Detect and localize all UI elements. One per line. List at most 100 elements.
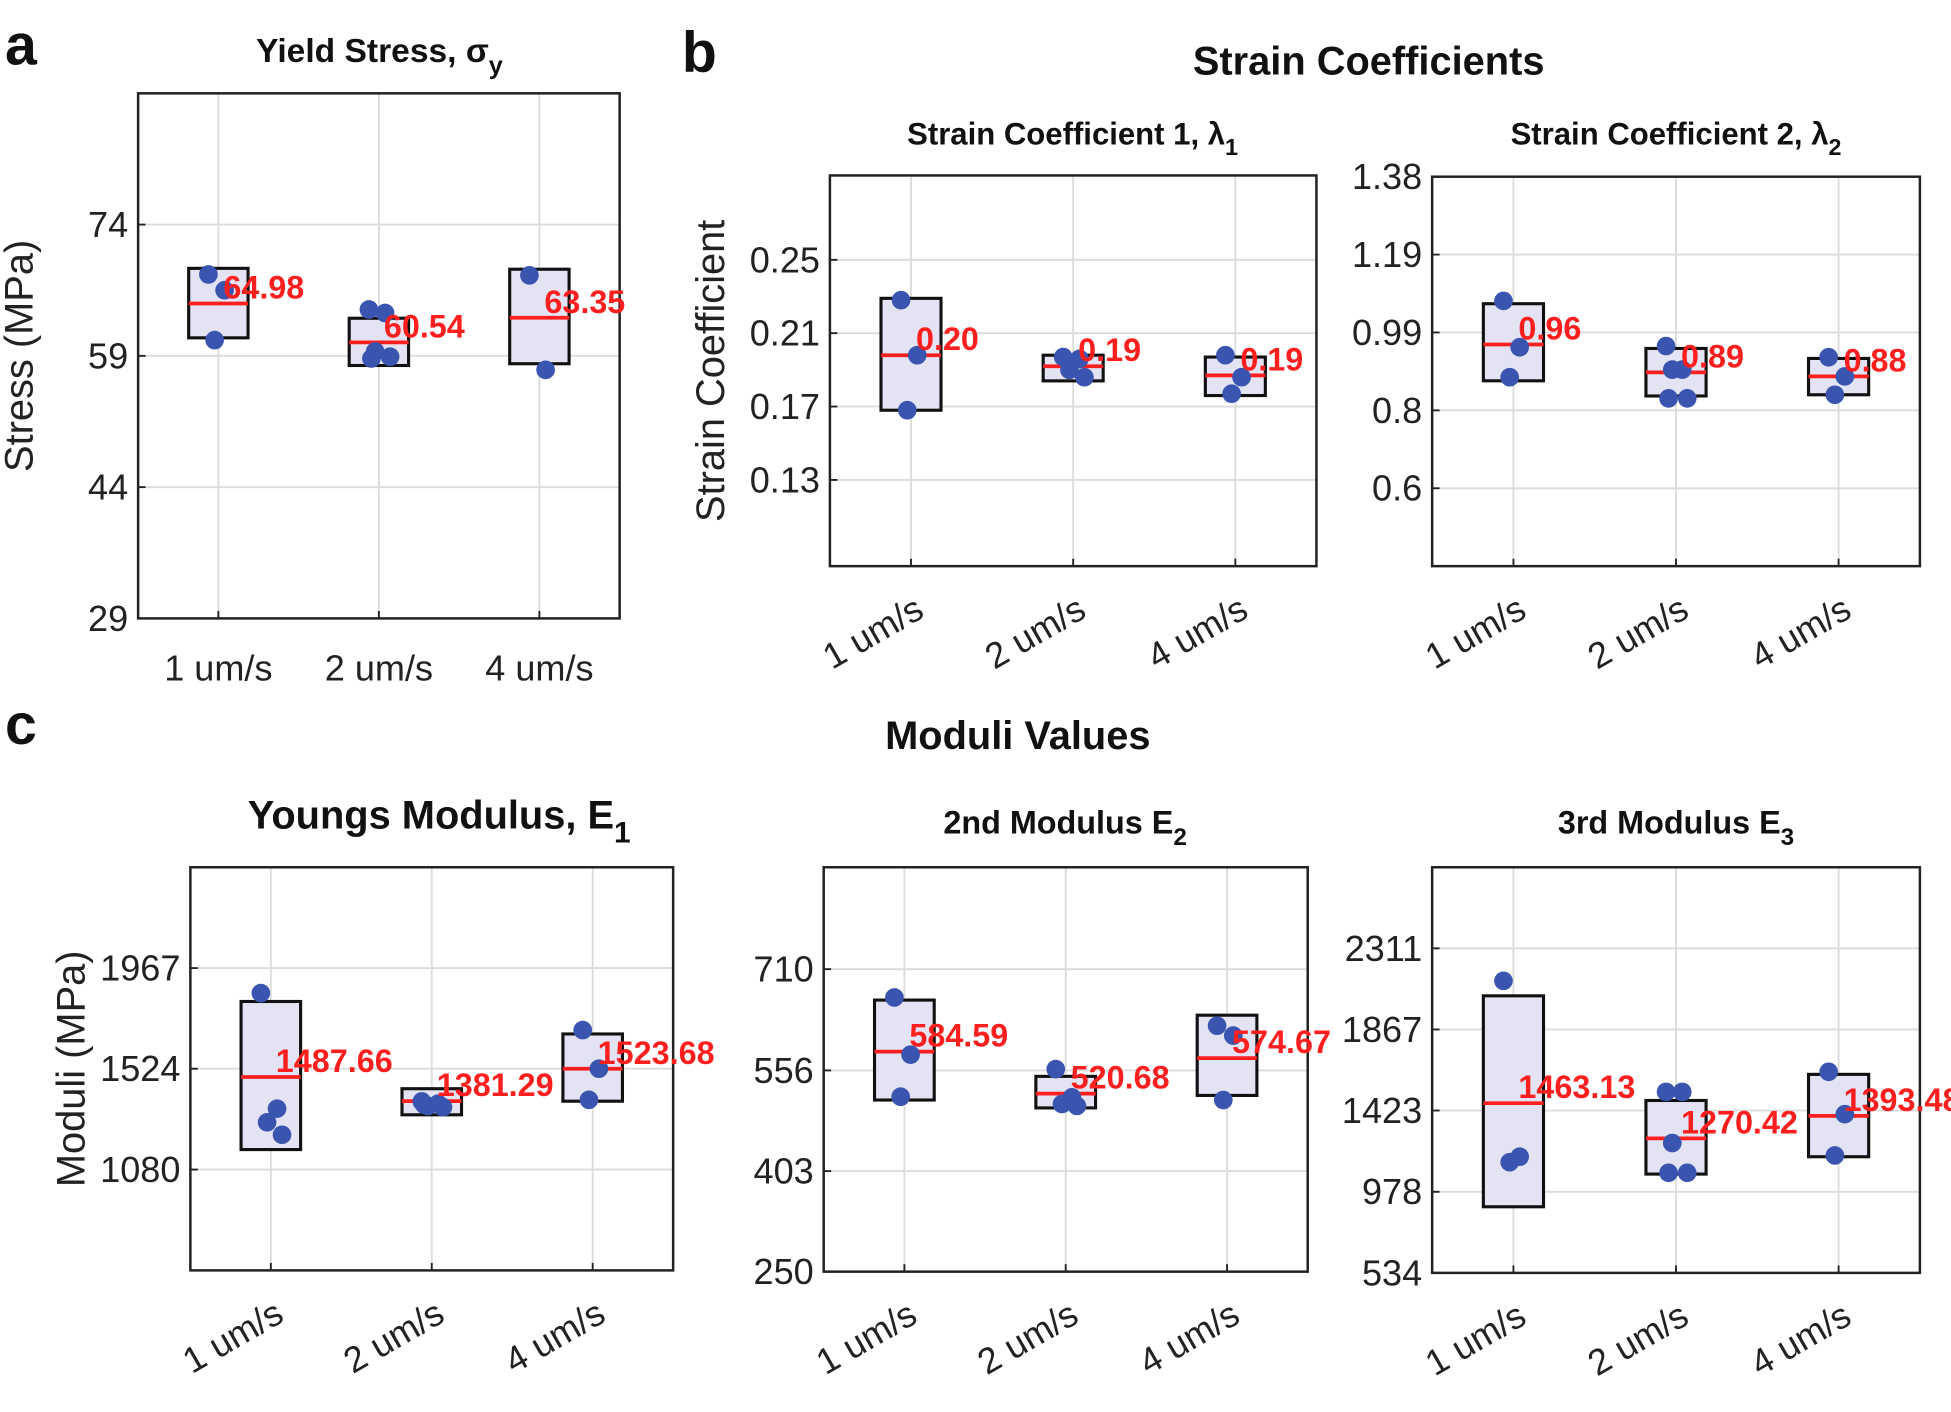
data-point bbox=[1075, 367, 1094, 387]
group-title: Moduli Values bbox=[885, 714, 1150, 758]
chart-title-subscript: 3 bbox=[1781, 824, 1795, 851]
x-tick-label: 1 um/s bbox=[1418, 587, 1532, 677]
y-tick-label: 534 bbox=[1362, 1252, 1422, 1293]
y-tick-label: 978 bbox=[1362, 1171, 1422, 1212]
x-tick-label: 2 um/s bbox=[325, 648, 433, 689]
x-tick-label: 1 um/s bbox=[809, 1293, 923, 1383]
axes-frame bbox=[828, 174, 1318, 568]
y-axis-label: Strain Coefficient bbox=[689, 220, 733, 522]
data-point bbox=[251, 983, 271, 1003]
data-point bbox=[1060, 360, 1079, 380]
data-point bbox=[1835, 1104, 1855, 1124]
x-tick-label: 4 um/s bbox=[1132, 1293, 1246, 1383]
data-point bbox=[885, 988, 904, 1007]
data-point bbox=[433, 1097, 453, 1117]
mean-label: 63.35 bbox=[544, 284, 625, 320]
range-box bbox=[1481, 994, 1546, 1209]
mean-label: 0.19 bbox=[1240, 341, 1303, 377]
chart-title: 2nd Modulus E2 bbox=[943, 805, 1187, 851]
data-point bbox=[1494, 291, 1513, 311]
data-point bbox=[205, 330, 224, 350]
y-tick-label: 0.99 bbox=[1352, 312, 1422, 353]
y-tick-label: 0.6 bbox=[1372, 468, 1422, 509]
x-tick-label: 1 um/s bbox=[816, 587, 930, 677]
chart-title-text: Youngs Modulus, E bbox=[248, 794, 614, 838]
data-point bbox=[891, 290, 911, 310]
data-point bbox=[199, 265, 218, 284]
data-point bbox=[1677, 389, 1697, 408]
data-point bbox=[267, 1099, 287, 1119]
mean-label: 0.89 bbox=[1681, 338, 1744, 374]
axes-frame bbox=[1430, 175, 1922, 568]
data-point bbox=[1662, 1133, 1682, 1153]
data-point bbox=[380, 347, 400, 367]
data-point bbox=[1819, 347, 1838, 367]
data-point bbox=[1213, 1090, 1233, 1110]
axes-frame bbox=[136, 92, 621, 620]
y-tick-label: 2311 bbox=[1345, 928, 1423, 969]
chart-title: Strain Coefficient 1, λ1 bbox=[907, 116, 1238, 160]
data-point bbox=[901, 1045, 920, 1064]
data-point bbox=[897, 400, 917, 420]
chart-title-text: 2nd Modulus E bbox=[943, 805, 1173, 841]
x-tick-label: 4 um/s bbox=[485, 648, 593, 689]
y-tick-label: 1967 bbox=[100, 948, 180, 989]
data-point bbox=[1052, 1094, 1072, 1114]
y-axis-label: Moduli (MPa) bbox=[50, 951, 94, 1188]
data-point bbox=[1500, 1152, 1520, 1172]
panel-letter: b bbox=[682, 21, 717, 85]
chart-title-text: Strain Coefficient 2, λ bbox=[1511, 116, 1829, 151]
x-tick-label: 2 um/s bbox=[336, 1292, 450, 1382]
chart-title-subscript: 2 bbox=[1173, 824, 1187, 851]
mean-label: 1523.68 bbox=[598, 1035, 715, 1071]
y-tick-label: 1.38 bbox=[1352, 156, 1422, 197]
y-tick-label: 1423 bbox=[1342, 1090, 1422, 1131]
x-tick-label: 4 um/s bbox=[1743, 587, 1857, 677]
x-tick-label: 4 um/s bbox=[497, 1292, 611, 1382]
data-point bbox=[1232, 367, 1251, 387]
chart-title: Strain Coefficient 2, λ2 bbox=[1511, 116, 1842, 160]
y-tick-label: 1524 bbox=[100, 1048, 180, 1089]
data-point bbox=[1656, 336, 1676, 356]
mean-label: 1393.48 bbox=[1844, 1082, 1951, 1118]
data-point bbox=[1216, 345, 1235, 365]
data-point bbox=[1662, 360, 1682, 379]
chart-title: Yield Stress, σy bbox=[256, 33, 503, 80]
y-tick-label: 710 bbox=[754, 949, 814, 990]
x-tick-label: 4 um/s bbox=[1140, 587, 1254, 677]
data-point bbox=[375, 303, 395, 323]
data-point bbox=[1677, 1163, 1697, 1183]
axes-frame bbox=[1430, 866, 1922, 1275]
mean-label: 0.88 bbox=[1844, 342, 1907, 378]
x-tick-label: 1 um/s bbox=[175, 1292, 289, 1382]
data-point bbox=[573, 1020, 593, 1040]
data-point bbox=[414, 1095, 434, 1115]
y-tick-label: 74 bbox=[88, 204, 128, 245]
data-point bbox=[1825, 1146, 1845, 1165]
group-title: Strain Coefficients bbox=[1193, 40, 1545, 84]
x-tick-label: 2 um/s bbox=[1581, 587, 1695, 677]
data-point bbox=[1656, 1082, 1676, 1102]
y-tick-label: 250 bbox=[754, 1251, 814, 1292]
y-tick-label: 556 bbox=[754, 1050, 814, 1091]
x-tick-label: 2 um/s bbox=[978, 587, 1092, 677]
chart-title-subscript: 2 bbox=[1828, 134, 1841, 160]
y-tick-label: 1.19 bbox=[1352, 234, 1422, 275]
y-tick-label: 1867 bbox=[1342, 1009, 1422, 1050]
data-point bbox=[579, 1090, 599, 1110]
data-point bbox=[1825, 385, 1845, 405]
data-point bbox=[589, 1059, 609, 1079]
mean-label: 1270.42 bbox=[1681, 1104, 1798, 1140]
x-tick-label: 2 um/s bbox=[1581, 1294, 1695, 1384]
data-point bbox=[891, 1087, 910, 1107]
chart-title-text: 3rd Modulus E bbox=[1558, 805, 1781, 841]
y-tick-label: 29 bbox=[88, 598, 128, 639]
data-point bbox=[1819, 1062, 1838, 1082]
mean-label: 520.68 bbox=[1071, 1060, 1170, 1096]
y-tick-label: 44 bbox=[88, 467, 128, 508]
y-axis-label: Stress (MPa) bbox=[0, 240, 41, 472]
chart-title-text: Strain Coefficient 1, λ bbox=[907, 116, 1225, 151]
y-tick-label: 0.25 bbox=[750, 239, 820, 280]
data-point bbox=[1659, 1163, 1678, 1183]
